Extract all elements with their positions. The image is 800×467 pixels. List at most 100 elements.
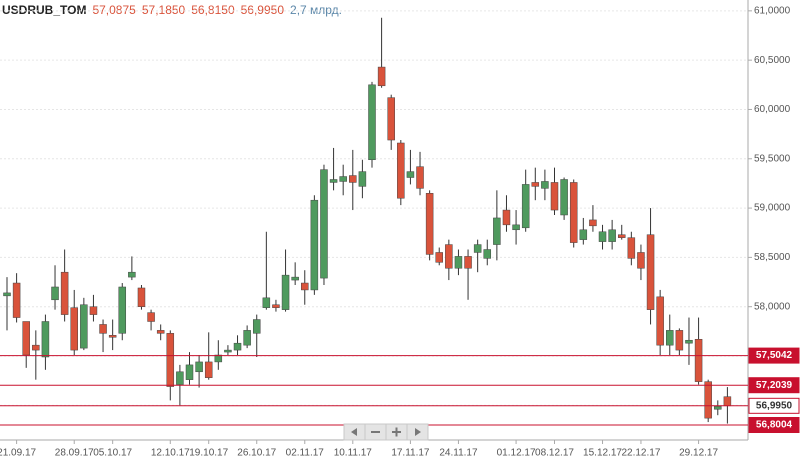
- candle-body: [41, 321, 50, 358]
- level-label-box: [748, 377, 800, 394]
- candle-body: [617, 234, 626, 238]
- x-tick-label: 08.12.17: [535, 448, 574, 459]
- candle-body: [598, 231, 607, 242]
- candle-body: [416, 166, 424, 189]
- candle-body: [714, 406, 722, 410]
- header-value: 56,9950: [241, 3, 285, 17]
- x-tick-label: 26.10.17: [237, 448, 276, 459]
- level-label: 57,2039: [756, 380, 793, 391]
- candle-body: [224, 349, 232, 353]
- plus-icon: [392, 427, 401, 437]
- candle-body: [147, 312, 155, 322]
- candle-body: [70, 307, 78, 351]
- header-value: 57,1850: [142, 3, 186, 17]
- header: USDRUB_TOM 57,0875 57,1850 56,8150 56,9950 2,…: [2, 3, 342, 17]
- candle-body: [368, 84, 376, 161]
- candle-body: [675, 330, 684, 351]
- candle-body: [281, 274, 290, 310]
- y-tick-label: 59,0000: [754, 203, 791, 214]
- candle-body: [377, 66, 386, 87]
- candle-body: [60, 271, 69, 315]
- candle-body: [51, 286, 59, 301]
- candle-body: [89, 306, 98, 315]
- candle-body: [185, 364, 194, 380]
- candle-body: [473, 244, 482, 253]
- candle-body: [397, 142, 405, 199]
- candle-body: [22, 321, 30, 356]
- arrow-left-icon: [351, 428, 357, 436]
- header-value: 56,8150: [191, 3, 235, 17]
- candle-body: [329, 179, 338, 183]
- candle-body: [99, 324, 107, 334]
- candle-body: [262, 297, 271, 308]
- candle-body: [118, 286, 127, 334]
- candle-body: [512, 224, 520, 231]
- candle-body: [579, 229, 588, 240]
- candle-body: [301, 282, 309, 291]
- candle-body: [704, 381, 712, 419]
- candle-body: [32, 344, 40, 351]
- candle-body: [569, 182, 578, 243]
- candle-body: [214, 354, 223, 363]
- candle-body: [723, 396, 732, 407]
- candle-body: [550, 182, 559, 211]
- candle-body: [637, 252, 645, 269]
- x-tick-label: 21.09.17: [0, 448, 37, 459]
- y-tick-label: 60,0000: [754, 104, 791, 115]
- candle-body: [252, 319, 261, 334]
- x-tick-label: 02.11.17: [286, 448, 325, 459]
- y-tick-label: 59,5000: [754, 153, 791, 164]
- candle-body: [521, 184, 530, 229]
- level-label-box: [748, 397, 800, 414]
- candle-body: [464, 256, 472, 269]
- x-tick-label: 19.10.17: [189, 448, 228, 459]
- candle-body: [166, 333, 175, 387]
- x-tick-label: 12.10.17: [151, 448, 190, 459]
- candle-body: [493, 217, 501, 245]
- candle-body: [176, 371, 184, 385]
- candle-body: [108, 335, 117, 338]
- candle-body: [589, 219, 597, 227]
- x-tick-label: 28.09.17: [55, 448, 94, 459]
- y-tick-label: 58,0000: [754, 301, 791, 312]
- y-tick-label: 60,5000: [754, 55, 791, 66]
- candle-body: [608, 229, 616, 242]
- candle-body: [445, 244, 453, 269]
- level-label: 56,8004: [756, 420, 793, 431]
- candle-body: [483, 249, 492, 259]
- candle-body: [195, 361, 203, 373]
- y-tick-label: 61,0000: [754, 5, 791, 16]
- candle-body: [560, 179, 568, 216]
- candle-body: [627, 237, 636, 259]
- candle-body: [310, 199, 319, 291]
- candle-body: [502, 209, 511, 226]
- candle-body: [666, 330, 674, 346]
- candle-body: [12, 282, 21, 318]
- x-tick-label: 22.12.17: [621, 448, 660, 459]
- ticker: USDRUB_TOM: [2, 3, 86, 17]
- candle-body: [128, 271, 136, 278]
- volume: 2,7 млрд.: [290, 3, 342, 17]
- candle-body: [406, 171, 415, 178]
- candle-body: [3, 292, 11, 297]
- candle-body: [80, 304, 88, 349]
- header-value: 57,0875: [92, 3, 136, 17]
- level-label-box: [748, 417, 800, 434]
- level-label: 57,5042: [756, 350, 793, 361]
- candle-body: [233, 342, 242, 351]
- level-label: 56,9950: [756, 400, 793, 411]
- x-tick-label: 10.11.17: [334, 448, 373, 459]
- candle-body: [646, 234, 655, 310]
- candle-body: [531, 182, 540, 187]
- candle-body: [339, 176, 347, 182]
- candle-body: [387, 97, 395, 141]
- candle-body: [454, 256, 463, 269]
- candle-body: [320, 169, 328, 279]
- candle-body: [137, 287, 146, 307]
- candle-body: [541, 181, 549, 189]
- candle-body: [156, 330, 165, 334]
- y-tick-label: 58,5000: [754, 252, 791, 263]
- level-label-box: [748, 347, 800, 364]
- arrow-right-icon: [415, 428, 421, 436]
